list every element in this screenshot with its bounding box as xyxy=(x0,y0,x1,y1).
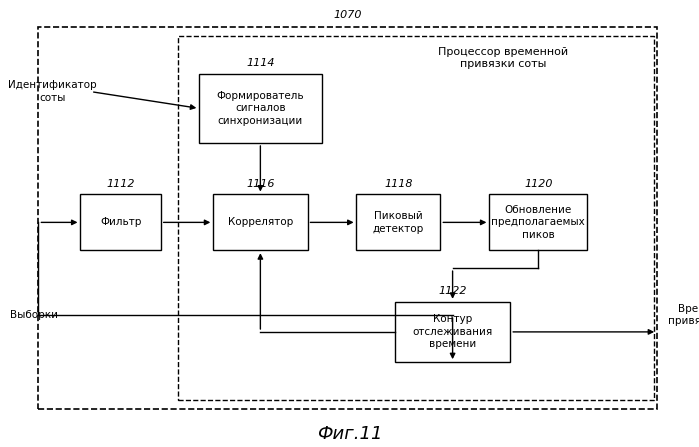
Bar xyxy=(178,36,654,400)
Bar xyxy=(38,27,657,409)
Text: 1122: 1122 xyxy=(438,287,467,296)
Text: Фильтр: Фильтр xyxy=(100,217,141,228)
Text: 1114: 1114 xyxy=(246,59,275,68)
Text: Идентификатор
соты: Идентификатор соты xyxy=(8,80,96,103)
Text: 1120: 1120 xyxy=(524,179,552,189)
Text: Контур
отслеживания
времени: Контур отслеживания времени xyxy=(412,315,493,349)
Bar xyxy=(80,194,161,250)
Text: 1118: 1118 xyxy=(384,179,412,189)
Text: 1112: 1112 xyxy=(106,179,135,189)
Text: Процессор временной
привязки соты: Процессор временной привязки соты xyxy=(438,47,568,69)
Bar xyxy=(356,194,440,250)
Bar xyxy=(199,74,322,143)
Text: Обновление
предполагаемых
пиков: Обновление предполагаемых пиков xyxy=(491,205,585,240)
Text: Формирователь
сигналов
синхронизации: Формирователь сигналов синхронизации xyxy=(217,91,304,126)
Text: Выборки: Выборки xyxy=(10,310,59,320)
Bar xyxy=(395,302,510,362)
Bar xyxy=(213,194,308,250)
Text: Коррелятор: Коррелятор xyxy=(228,217,293,228)
Text: Фиг.11: Фиг.11 xyxy=(317,425,382,443)
Bar xyxy=(489,194,587,250)
Text: Временная
привязка соты: Временная привязка соты xyxy=(668,304,699,326)
Text: 1116: 1116 xyxy=(246,179,275,189)
Text: 1070: 1070 xyxy=(333,10,362,20)
Text: Пиковый
детектор: Пиковый детектор xyxy=(373,211,424,234)
